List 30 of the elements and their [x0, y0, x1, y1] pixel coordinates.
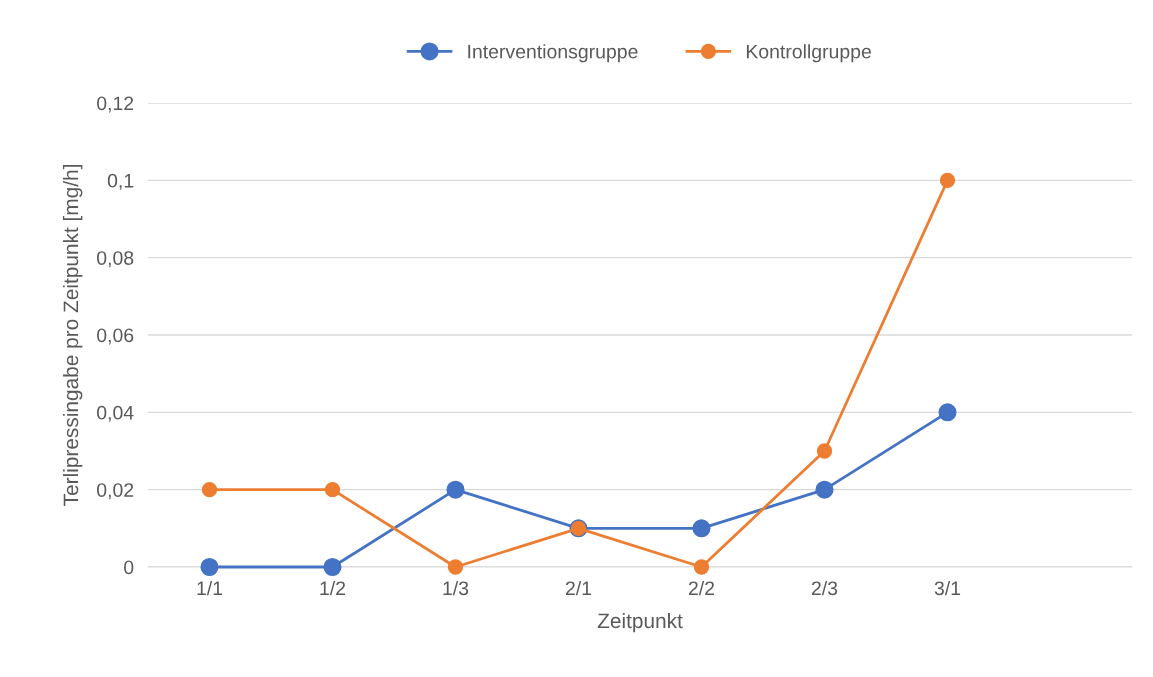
y-axis-title: Terlipressingabe pro Zeitpunkt [mg/h] [62, 165, 83, 506]
x-axis-title: Zeitpunkt [597, 612, 683, 633]
point [938, 403, 957, 422]
x-tick-label: 1/3 [443, 580, 469, 596]
x-tick-label: 2/2 [688, 580, 715, 596]
legend-label: Interventionsgruppe [468, 44, 638, 63]
point [447, 559, 464, 575]
point [815, 480, 834, 499]
y-tick-label: 0 [124, 560, 134, 575]
point [692, 519, 711, 538]
point [939, 172, 956, 188]
point [324, 482, 341, 498]
x-tick-label: 1/2 [320, 580, 346, 596]
y-tick-label: 0,12 [97, 96, 134, 113]
point [201, 482, 218, 498]
x-tick-label: 2/1 [565, 580, 592, 596]
point [446, 480, 465, 499]
y-tick-label: 0,02 [97, 483, 134, 500]
y-tick-label: 0,08 [97, 251, 134, 268]
x-tick-label: 3/1 [934, 580, 961, 596]
y-tick-label: 0,1 [107, 173, 134, 190]
point [816, 443, 833, 459]
y-tick-label: 0,04 [97, 405, 134, 422]
point [693, 559, 710, 575]
legend-label: Kontrollgruppe [746, 44, 871, 63]
point [200, 557, 219, 577]
x-tick-label: 2/3 [811, 580, 838, 596]
y-tick-label: 0,06 [97, 328, 134, 345]
x-tick-label: 1/1 [197, 580, 223, 596]
point [323, 557, 342, 577]
